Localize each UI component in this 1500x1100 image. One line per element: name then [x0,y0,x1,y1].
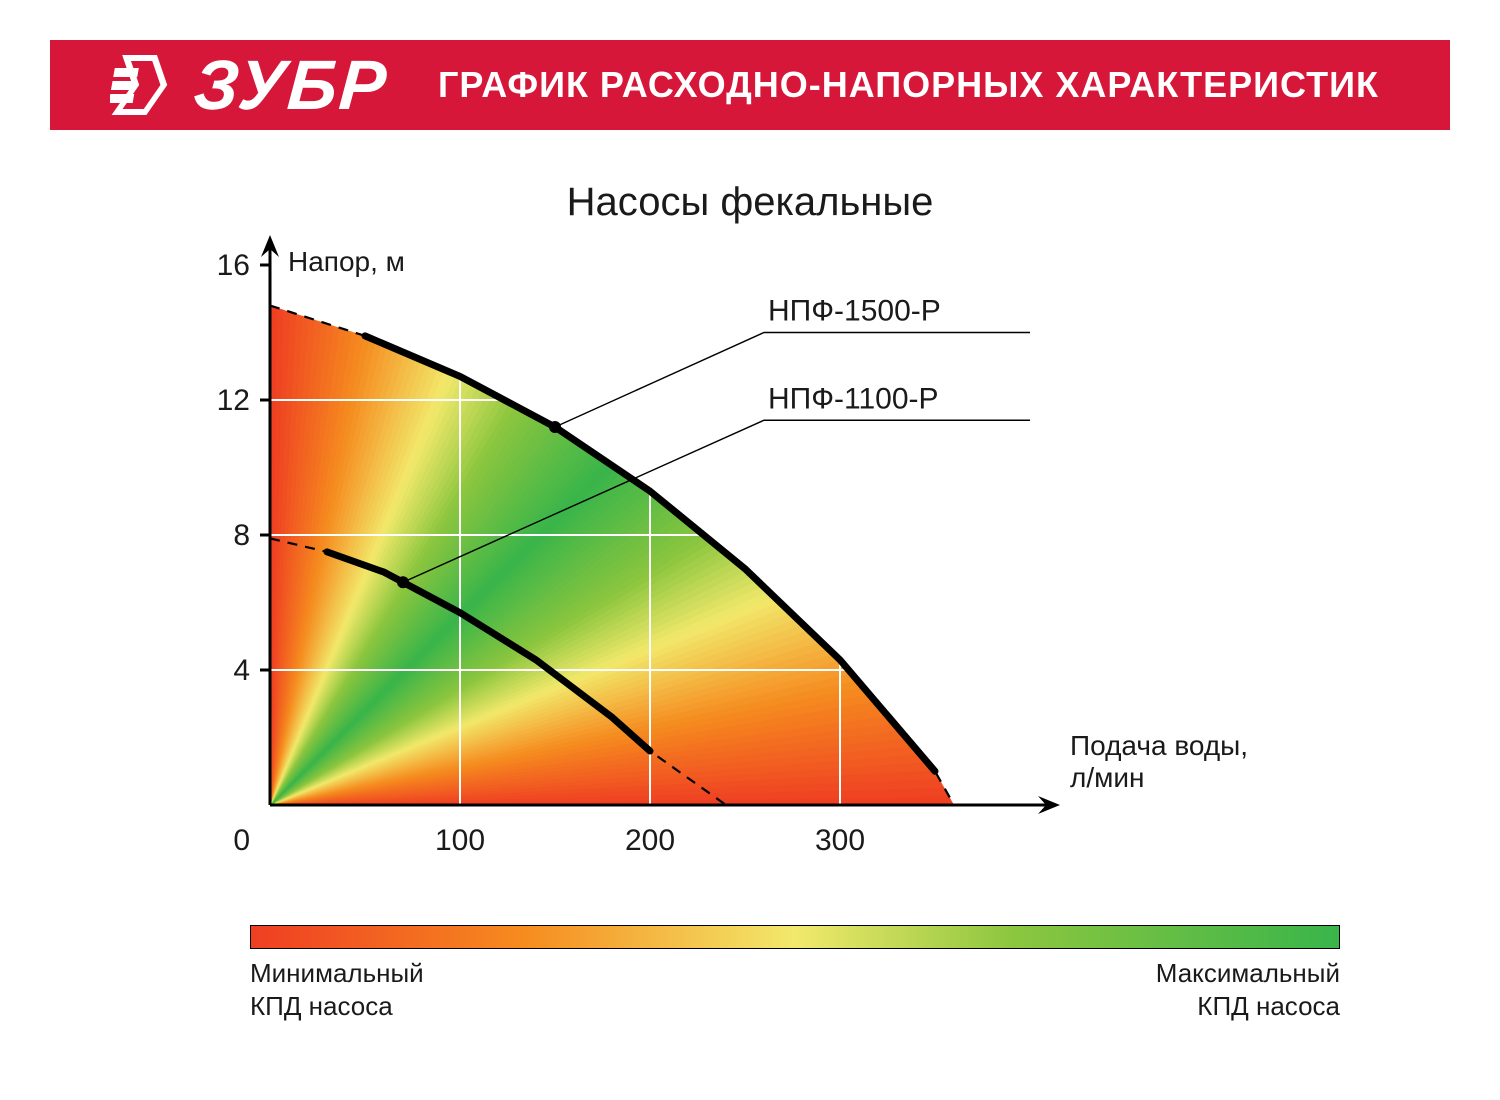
svg-text:Напор, м: Напор, м [288,246,405,277]
svg-text:100: 100 [435,824,485,857]
svg-text:0: 0 [233,824,250,857]
svg-text:300: 300 [815,824,865,857]
svg-text:НПФ-1100-Р: НПФ-1100-Р [768,382,939,415]
chart-svg: 4 8 12 16 0 100 200 300 Напор, м Подача воды,л/ми… [150,235,1350,895]
svg-text:Подача воды,: Подача воды, [1070,730,1248,761]
brand-name: ЗУБР [191,45,391,125]
header-bar: ЗУБР ГРАФИК РАСХОДНО-НАПОРНЫХ ХАРАКТЕРИС… [50,40,1450,130]
svg-text:НПФ-1500-Р: НПФ-1500-Р [768,295,941,328]
svg-text:200: 200 [625,824,675,857]
svg-text:8: 8 [233,519,250,552]
header-title: ГРАФИК РАСХОДНО-НАПОРНЫХ ХАРАКТЕРИСТИК [388,64,1450,106]
pump-chart: 4 8 12 16 0 100 200 300 Напор, м Подача воды,л/ми… [150,235,1350,895]
brand-logo: ЗУБР [50,45,388,125]
svg-text:12: 12 [217,384,250,417]
legend-gradient-bar [250,925,1340,949]
legend-max-label: МаксимальныйКПД насоса [1156,957,1340,1022]
brand-arrows-icon [110,50,180,120]
chart-title: Насосы фекальные [0,180,1500,225]
svg-text:4: 4 [233,654,250,687]
svg-text:л/мин: л/мин [1070,762,1144,793]
legend-min-label: МинимальныйКПД насоса [250,957,424,1022]
svg-text:16: 16 [217,249,250,282]
legend: МинимальныйКПД насоса МаксимальныйКПД на… [250,925,1340,1022]
